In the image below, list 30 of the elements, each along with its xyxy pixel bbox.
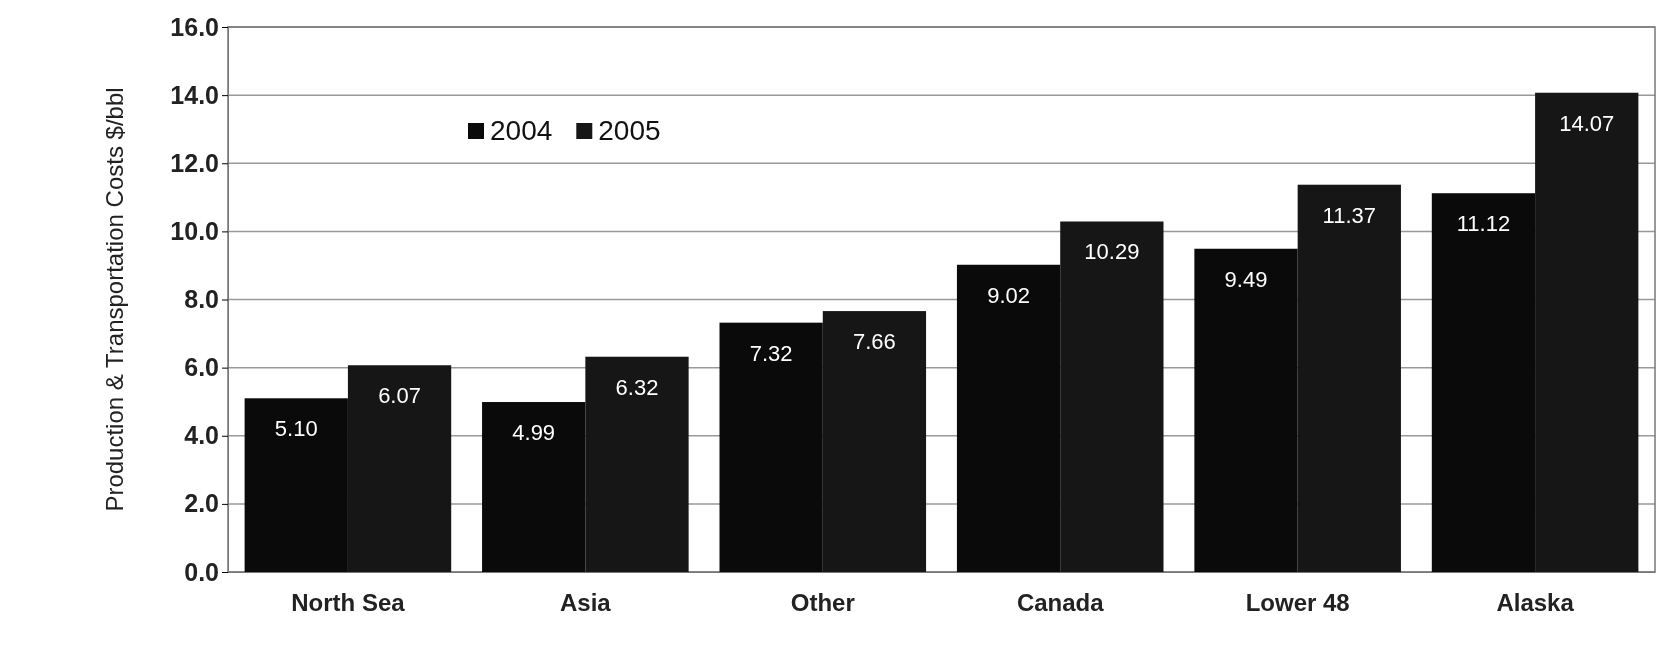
data-label: 11.12: [1456, 211, 1511, 237]
x-tick-label: Asia: [559, 589, 612, 617]
y-tick-label: 10.0: [170, 216, 219, 245]
x-tick-label: Canada: [1016, 589, 1105, 617]
y-tick-label: 0.0: [184, 557, 219, 586]
data-label: 14.07: [1559, 110, 1615, 136]
y-tick-label: 14.0: [170, 80, 219, 109]
data-label: 9.49: [1224, 266, 1268, 292]
y-tick-label: 2.0: [184, 489, 219, 518]
data-label: 7.32: [749, 340, 793, 366]
data-label: 7.66: [853, 329, 896, 355]
y-tick-label: 12.0: [170, 148, 219, 177]
y-tick-label: 6.0: [184, 353, 219, 382]
data-label: 9.02: [987, 282, 1030, 308]
x-tick-label: Other: [790, 589, 855, 617]
y-axis-title: Production & Transportation Costs $/bbl: [101, 87, 128, 512]
y-tick-label: 4.0: [184, 421, 219, 450]
x-tick-label: North Sea: [291, 589, 406, 617]
x-tick-label: Alaska: [1496, 589, 1575, 617]
data-label: 11.37: [1322, 202, 1377, 228]
data-label: 6.32: [615, 374, 659, 400]
data-label: 4.99: [512, 420, 556, 446]
legend-label: 2005: [598, 115, 661, 146]
data-label: 6.07: [378, 383, 421, 409]
x-tick-label: Lower 48: [1245, 589, 1350, 617]
legend-label: 2004: [490, 115, 553, 146]
data-label: 10.29: [1084, 239, 1140, 265]
y-tick-label: 16.0: [170, 12, 219, 41]
data-label: 5.10: [274, 416, 318, 442]
y-tick-label: 8.0: [184, 285, 219, 313]
